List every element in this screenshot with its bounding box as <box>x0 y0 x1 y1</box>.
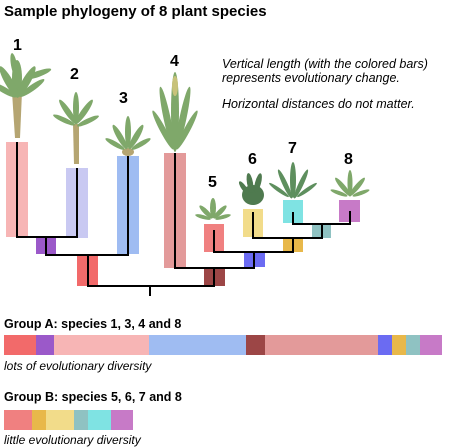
species-label-8: 8 <box>344 151 353 168</box>
species-label-3: 3 <box>119 90 128 107</box>
group-b-bar <box>4 410 133 430</box>
note-line-1: Vertical length (with the colored bars) <box>222 57 428 71</box>
species-label-6: 6 <box>248 151 257 168</box>
tree-edge-123-root <box>87 255 150 287</box>
note-line-2: represents evolutionary change. <box>222 71 400 85</box>
group-a-segment-red <box>4 335 36 355</box>
species-label-2: 2 <box>70 66 79 83</box>
plant-1-icon <box>0 53 52 138</box>
group-a-segment-maroon <box>246 335 265 355</box>
group-a-bar <box>4 335 442 355</box>
group-a-segment-pink <box>54 335 149 355</box>
group-b-caption: little evolutionary diversity <box>4 433 142 447</box>
branch-bars <box>6 142 360 286</box>
plant-2-icon <box>53 92 99 164</box>
plant-7-icon <box>269 162 317 199</box>
group-a-segment-teal <box>406 335 420 355</box>
plant-4-icon <box>152 72 198 152</box>
group-a-title: Group A: species 1, 3, 4 and 8 <box>4 317 181 331</box>
group-a-segment-violet <box>378 335 392 355</box>
plant-3-icon <box>105 116 151 156</box>
plant-6-icon <box>238 173 264 205</box>
group-b-segment-yellow <box>46 410 74 430</box>
group-b-segment-teal <box>74 410 88 430</box>
group-a-segment-blue <box>149 335 246 355</box>
species-label-1: 1 <box>13 37 22 54</box>
group-b-segment-coral <box>4 410 32 430</box>
species-label-7: 7 <box>288 140 297 157</box>
group-b-title: Group B: species 5, 6, 7 and 8 <box>4 390 182 404</box>
group-b-segment-cyan <box>88 410 111 430</box>
note-line-3: Horizontal distances do not matter. <box>222 97 415 111</box>
group-a-segment-purple <box>36 335 54 355</box>
species-label-4: 4 <box>170 53 179 70</box>
species-label-5: 5 <box>208 174 217 191</box>
plant-5-icon <box>195 198 231 220</box>
tree-edge-4to8-root <box>150 268 215 287</box>
branch-bar-species-7 <box>283 200 303 223</box>
tree-lines <box>16 142 351 296</box>
group-b-segment-gold <box>32 410 46 430</box>
group-b-segment-magenta <box>111 410 133 430</box>
group-a-segment-magenta <box>420 335 442 355</box>
group-a-segment-rose <box>265 335 378 355</box>
plant-8-icon <box>330 170 370 197</box>
group-a-segment-gold <box>392 335 406 355</box>
diagram-title: Sample phylogeny of 8 plant species <box>4 3 267 20</box>
group-a-caption: lots of evolutionary diversity <box>4 359 152 373</box>
